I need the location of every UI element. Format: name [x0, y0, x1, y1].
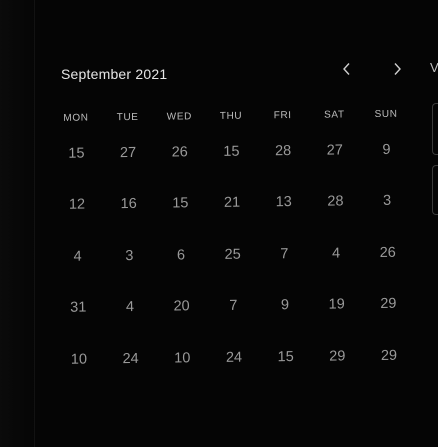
- panel-divider: [34, 0, 35, 447]
- right-panel-heading-fragment: V: [430, 60, 438, 75]
- calendar-day[interactable]: 26: [379, 244, 396, 261]
- calendar-day[interactable]: 4: [125, 299, 135, 316]
- calendar-day[interactable]: 7: [229, 297, 238, 315]
- right-panel-field[interactable]: [432, 103, 438, 155]
- weekday-label: SAT: [324, 108, 345, 121]
- calendar-day[interactable]: 15: [172, 195, 189, 212]
- calendar-day[interactable]: 7: [280, 245, 289, 262]
- calendar-day[interactable]: 10: [70, 351, 88, 368]
- weekday-label: FRI: [273, 109, 292, 121]
- weekday-label: TUE: [116, 111, 139, 123]
- calendar-day[interactable]: 3: [125, 247, 134, 264]
- calendar-day[interactable]: 27: [119, 144, 137, 161]
- calendar-week-row: 15 27 26 15 28 27 9: [50, 124, 413, 180]
- calendar-day[interactable]: 15: [277, 348, 294, 365]
- calendar-day[interactable]: 15: [223, 143, 240, 160]
- calendar-day[interactable]: 4: [331, 245, 341, 262]
- calendar-day[interactable]: 10: [174, 350, 191, 367]
- calendar-day[interactable]: 21: [223, 194, 241, 212]
- calendar-day[interactable]: 16: [120, 196, 137, 213]
- calendar-day[interactable]: 27: [326, 142, 343, 159]
- calendar-week-row: 31 4 20 7 9 19 29: [52, 278, 415, 334]
- left-panel-edge: [0, 0, 36, 447]
- previous-month-button[interactable]: [336, 58, 358, 80]
- calendar-day[interactable]: 24: [225, 349, 243, 366]
- weekday-label: MON: [63, 112, 89, 124]
- calendar-week-row: 12 16 15 21 13 28 3: [51, 175, 414, 231]
- calendar-day[interactable]: 9: [280, 297, 290, 314]
- chevron-right-icon: [394, 63, 401, 75]
- calendar-week-row: 10 24 10 24 15 29 29: [53, 330, 416, 386]
- calendar-day[interactable]: 26: [171, 144, 188, 161]
- calendar-day[interactable]: 28: [327, 193, 344, 210]
- calendar-month-title: September 2021: [61, 66, 168, 82]
- chevron-left-icon: [343, 63, 350, 75]
- calendar-day[interactable]: 29: [380, 347, 398, 364]
- calendar-day[interactable]: 13: [275, 194, 292, 211]
- calendar-day[interactable]: 9: [382, 141, 391, 158]
- right-panel-field[interactable]: [432, 165, 438, 215]
- calendar-day[interactable]: 25: [224, 246, 241, 263]
- calendar-day[interactable]: 3: [382, 193, 392, 210]
- calendar-day[interactable]: 20: [173, 298, 190, 315]
- next-month-button[interactable]: [386, 58, 408, 80]
- calendar-day[interactable]: 19: [328, 296, 345, 313]
- calendar-day[interactable]: 31: [70, 299, 87, 317]
- calendar-day[interactable]: 12: [68, 196, 86, 214]
- weekday-label: THU: [219, 110, 243, 122]
- weekday-label: SUN: [374, 108, 398, 120]
- calendar-day[interactable]: 24: [122, 350, 139, 367]
- calendar-day[interactable]: 15: [68, 145, 85, 162]
- weekday-label: WED: [166, 110, 192, 123]
- calendar-day[interactable]: 4: [73, 248, 82, 265]
- calendar-day[interactable]: 6: [176, 247, 186, 264]
- calendar-grid: MON TUE WED THU FRI SAT SUN 15 27 26 15 …: [50, 104, 415, 388]
- calendar-week-row: 4 3 6 25 7 4 26: [52, 227, 415, 283]
- calendar-day[interactable]: 28: [274, 142, 292, 160]
- calendar-day[interactable]: 29: [329, 348, 346, 365]
- calendar-day[interactable]: 29: [380, 296, 397, 313]
